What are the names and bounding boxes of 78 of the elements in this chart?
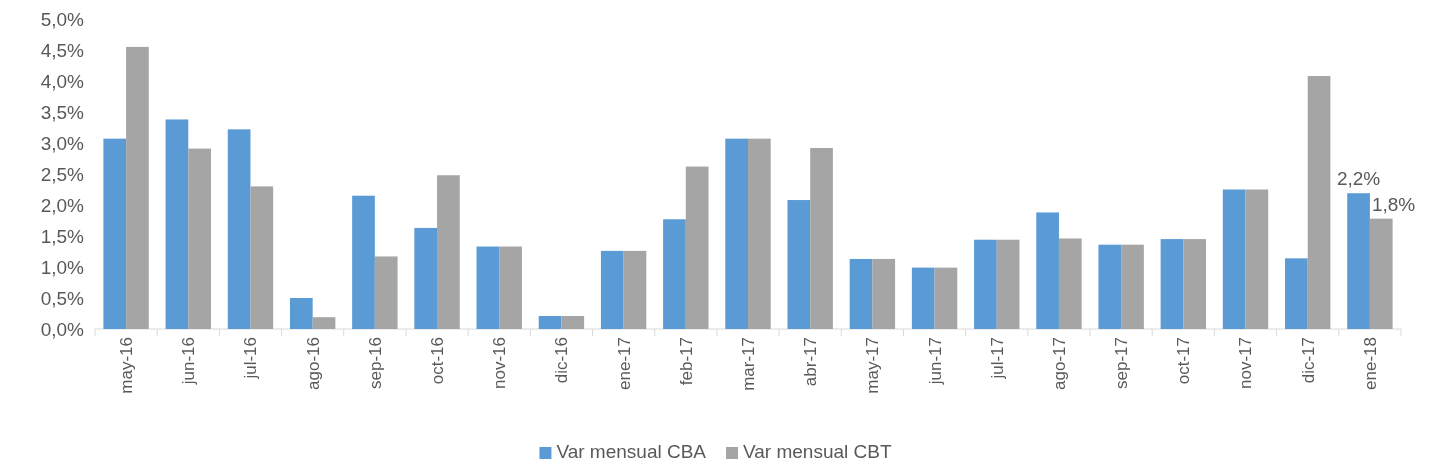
bar [600,250,624,329]
bar [911,267,935,329]
bar [849,258,873,329]
x-tick-label: abr-17 [801,337,821,387]
bar [352,195,375,329]
y-tick-label: 1,5% [40,225,85,247]
bar [1347,193,1370,329]
bar [1307,76,1331,329]
bar [1058,238,1082,329]
y-tick-label: 3,0% [40,132,85,154]
x-tick-label: feb-17 [676,337,696,386]
bar [1160,239,1184,329]
bar [103,138,127,329]
x-tick-label: jun-16 [179,337,199,386]
x-tick-label: ene-18 [1360,337,1380,390]
bar [810,147,833,329]
y-tick-label: 4,0% [40,70,85,92]
bar [312,317,336,329]
bar [561,315,585,329]
legend-label: Var mensual CBT [743,441,892,462]
y-tick-label: 0,5% [40,287,85,309]
bar [165,119,189,329]
bar [787,200,811,329]
bar [996,239,1020,329]
bar [538,315,562,329]
y-tick-label: 0,0% [40,318,85,340]
x-tick-label: dic-16 [552,337,572,384]
bar [227,129,251,329]
bar [188,148,211,329]
bar [748,138,771,329]
bar [934,267,958,329]
x-tick-label: may-17 [863,337,883,394]
x-tick-label: jul-17 [987,337,1007,380]
bar [499,246,522,329]
bar [725,138,748,329]
x-tick-label: oct-17 [1174,337,1194,385]
bar [974,239,997,329]
y-tick-label: 4,5% [40,39,85,61]
bar [1285,258,1308,329]
bar [1098,244,1122,329]
x-tick-label: jun-17 [925,337,945,386]
y-tick-label: 2,0% [40,194,85,216]
x-tick-label: sep-17 [1112,337,1132,389]
x-tick-label: ago-16 [303,337,323,390]
x-tick-label: dic-17 [1298,337,1318,384]
bar [437,175,460,329]
bar [476,246,500,329]
bar [685,166,709,329]
bar [1369,218,1393,329]
x-tick-label: ago-17 [1049,337,1069,390]
bar [1222,189,1246,329]
bar [1036,212,1059,329]
bar [414,227,438,329]
bar [250,186,274,329]
x-tick-label: sep-16 [365,337,385,389]
x-tick-label: jul-16 [241,337,261,380]
bar [1183,239,1207,329]
y-tick-label: 1,0% [40,256,85,278]
data-label: 1,8% [1371,193,1416,215]
bar [872,258,896,329]
bar [1245,189,1269,329]
y-tick-label: 3,5% [40,101,85,123]
bar [126,46,149,329]
data-label: 2,2% [1336,168,1381,190]
x-tick-label: may-16 [117,337,137,394]
legend-label: Var mensual CBA [556,441,707,462]
bar [1121,244,1144,329]
x-tick-label: nov-17 [1236,337,1256,389]
bar [623,250,647,329]
y-tick-label: 2,5% [40,163,85,185]
bar [374,256,398,329]
bar [663,219,686,329]
x-tick-label: mar-17 [738,337,758,391]
y-tick-label: 5,0% [40,8,85,30]
bar [289,298,313,329]
x-tick-label: oct-16 [428,337,447,385]
x-tick-label: ene-17 [614,337,634,390]
x-tick-label: nov-16 [490,337,510,389]
